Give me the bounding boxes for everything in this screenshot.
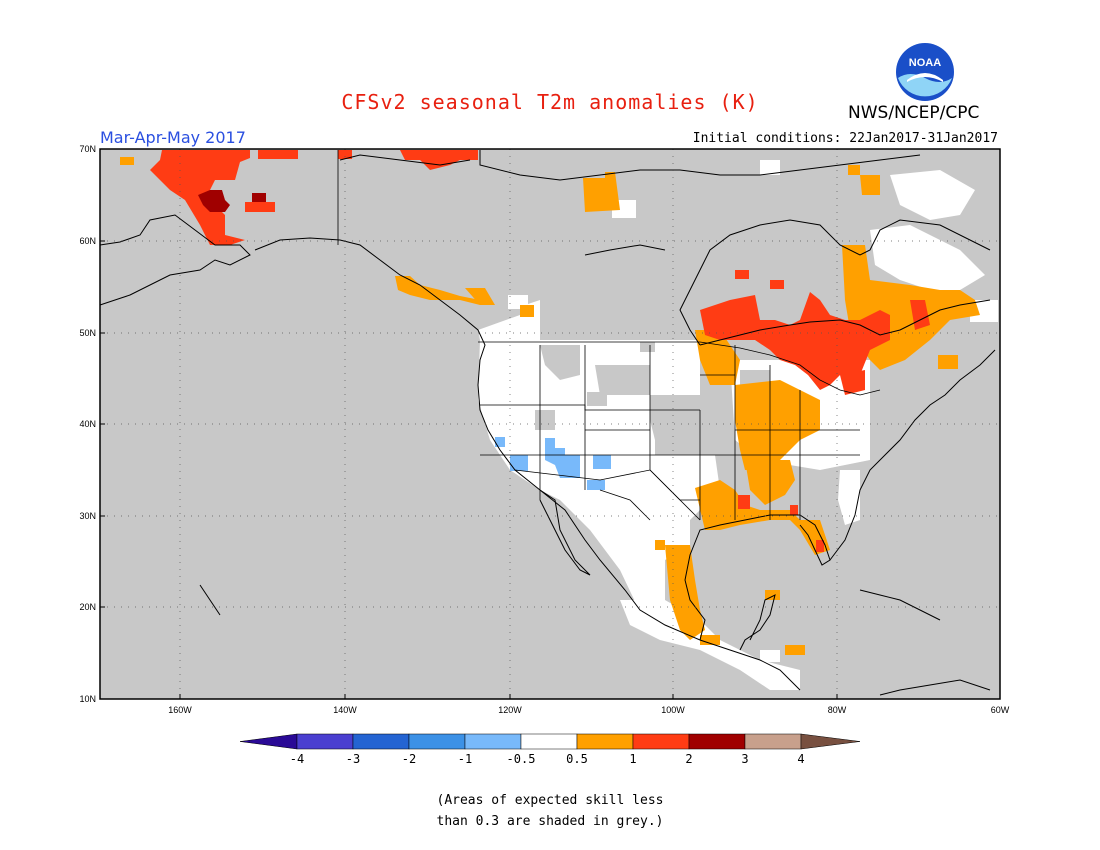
lat-label: 30N: [79, 511, 96, 521]
colorbar-label: 3: [741, 752, 748, 766]
skill-footnote: (Areas of expected skill less than 0.3 a…: [0, 790, 1100, 832]
warm-anomaly-2-to-3: [198, 190, 266, 212]
latitude-labels: 70N 60N 50N 40N 30N 20N 10N: [79, 144, 96, 704]
footnote-line-2: than 0.3 are shaded in grey.): [436, 814, 664, 829]
footnote-line-1: (Areas of expected skill less: [436, 793, 664, 808]
longitude-labels: 160W 140W 120W 100W 80W 60W: [168, 705, 1010, 715]
colorbar-arrow-left: [239, 733, 298, 750]
colorbar-label: -2: [402, 752, 416, 766]
agency-label: NWS/NCEP/CPC: [848, 103, 980, 123]
colorbar-labels: -4 -3 -2 -1 -0.5 0.5 1 2 3 4: [290, 752, 805, 766]
colorbar-box: [520, 733, 578, 750]
colorbar-box: [352, 733, 410, 750]
colorbar-boxes: [239, 733, 861, 750]
noaa-logo: NOAA: [896, 43, 954, 101]
svg-text:NOAA: NOAA: [909, 57, 941, 69]
colorbar-label: -4: [290, 752, 304, 766]
axis-ticks: [100, 148, 838, 699]
colorbar-box: [744, 733, 802, 750]
lat-label: 20N: [79, 602, 96, 612]
anomaly-map: 70N 60N 50N 40N 30N 20N 10N 160W 140W 12…: [79, 144, 1010, 715]
lat-label: 50N: [79, 328, 96, 338]
lon-label: 60W: [991, 705, 1010, 715]
colorbar-label: 0.5: [566, 752, 588, 766]
lon-label: 100W: [661, 705, 685, 715]
lat-label: 70N: [79, 144, 96, 154]
lon-label: 140W: [333, 705, 357, 715]
no-skill-patches: [535, 342, 770, 455]
chart-title: CFSv2 seasonal T2m anomalies (K): [341, 90, 759, 114]
lon-label: 80W: [828, 705, 847, 715]
colorbar-box: [408, 733, 466, 750]
colorbar-label: 4: [797, 752, 804, 766]
colorbar-box: [296, 733, 354, 750]
lat-label: 60N: [79, 236, 96, 246]
colorbar-label: 2: [685, 752, 692, 766]
graticule: [100, 149, 1000, 699]
colorbar-arrow-right: [800, 733, 861, 750]
forecast-period: Mar-Apr-May 2017: [100, 128, 246, 147]
colorbar-label: -3: [346, 752, 360, 766]
political-borders: [337, 150, 881, 521]
colorbar-label: 1: [629, 752, 636, 766]
lon-label: 160W: [168, 705, 192, 715]
colorbar-label: -1: [458, 752, 472, 766]
colorbar-box: [688, 733, 746, 750]
lat-label: 10N: [79, 694, 96, 704]
initial-conditions: Initial conditions: 22Jan2017-31Jan2017: [692, 131, 998, 146]
lon-label: 120W: [498, 705, 522, 715]
lat-label: 40N: [79, 419, 96, 429]
colorbar-label: -0.5: [507, 752, 536, 766]
colorbar-box: [632, 733, 690, 750]
coastlines: [99, 150, 996, 696]
colorbar-box: [464, 733, 522, 750]
negative-anomaly-patches: [495, 437, 611, 490]
colorbar-box: [576, 733, 634, 750]
